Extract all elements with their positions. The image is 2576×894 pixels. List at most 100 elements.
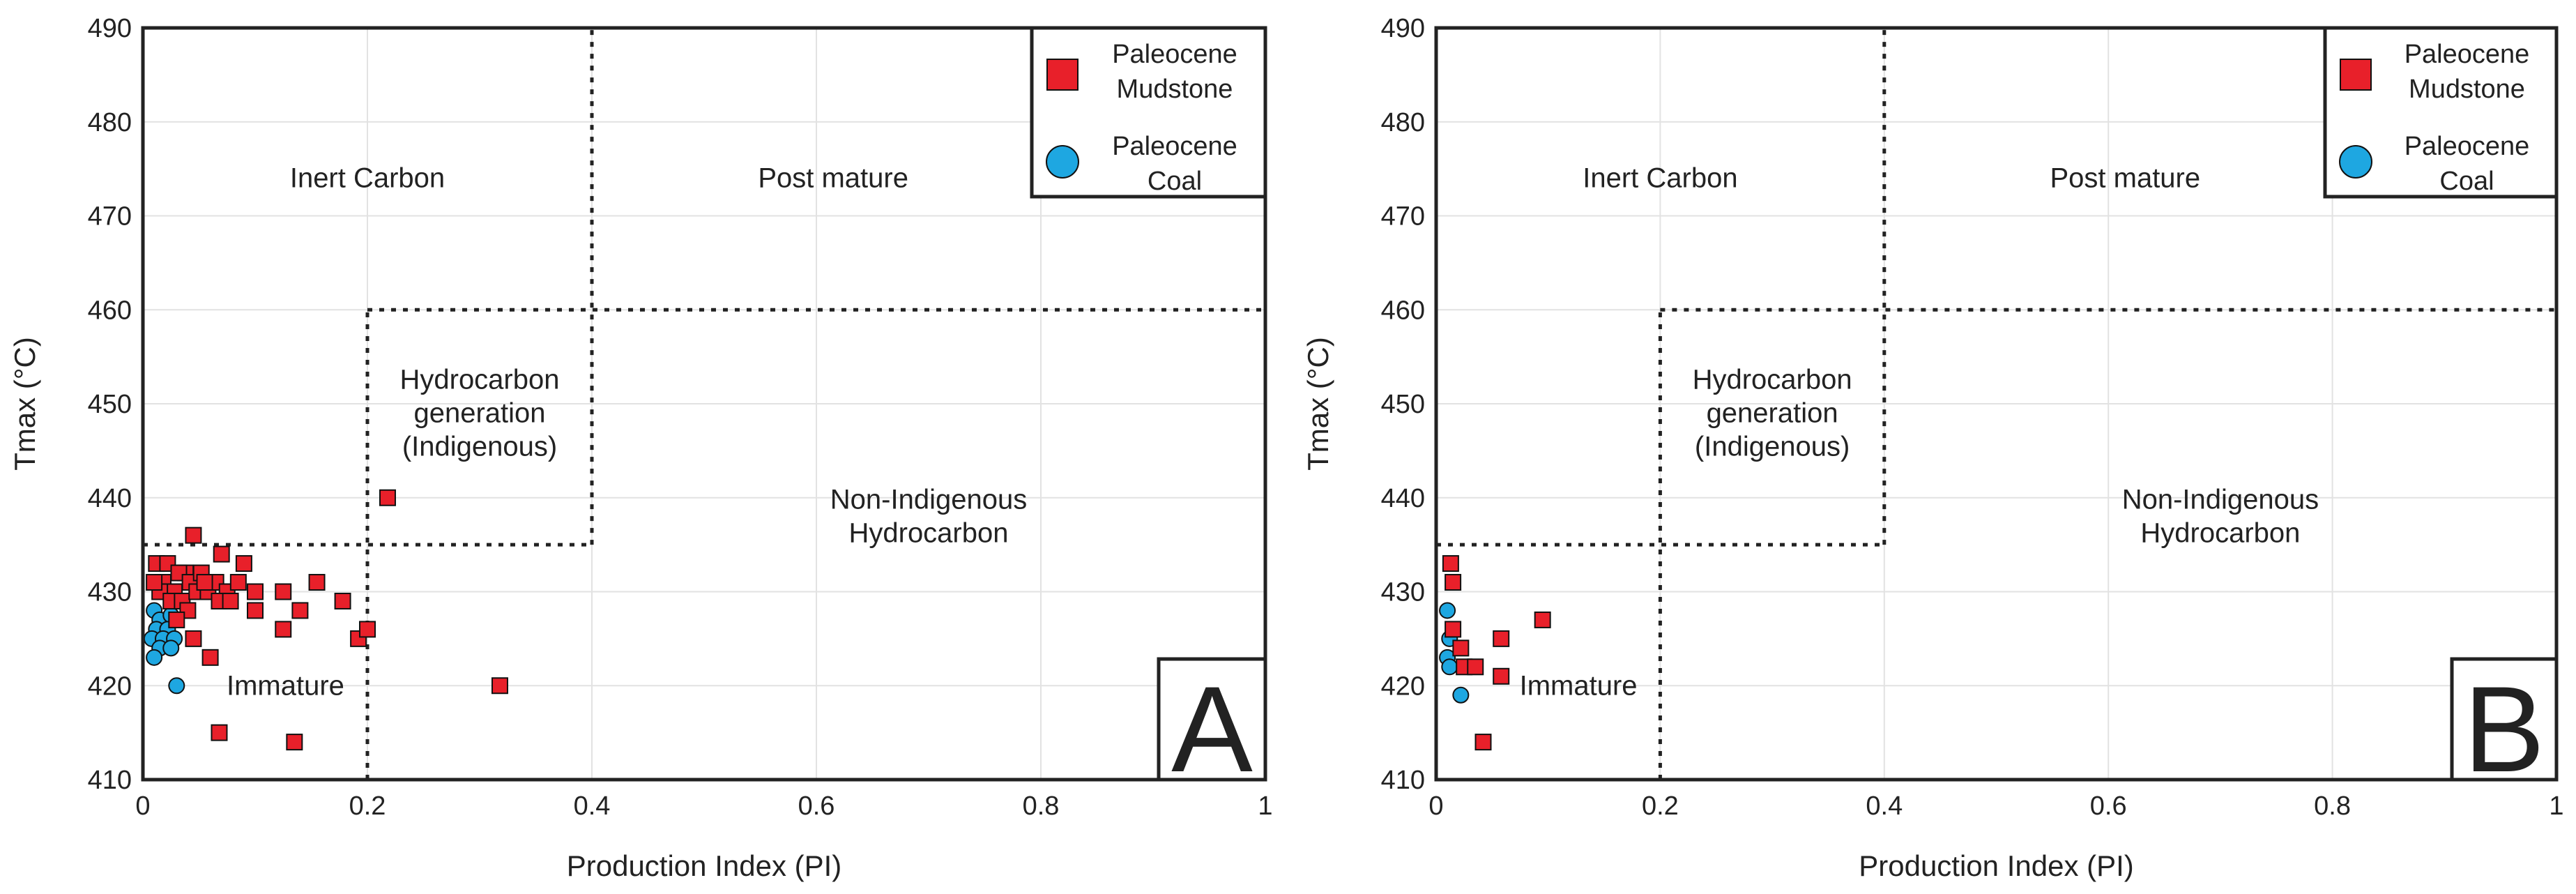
x-tick-label: 0.2 [349,791,386,821]
panel-b: Inert Carbon Post matureHydrocarbongenera… [1302,14,2564,882]
mudstone-point [308,574,326,591]
mudstone-point [359,621,376,638]
legend-coal-marker [2339,145,2372,179]
panel-letter: B [2464,662,2545,798]
mudstone-point [211,724,228,741]
region-label: (Indigenous) [402,431,557,462]
coal-point [1452,686,1470,704]
mudstone-point [1493,630,1510,647]
coal-point [1439,602,1456,619]
panel-letter-box [1157,657,1267,782]
mudstone-point [229,574,247,591]
region-label: generation [413,397,545,428]
mudstone-point [185,526,202,544]
plot-frame [1434,26,2559,782]
y-tick-label: 460 [1381,296,1425,325]
coal-point [1441,658,1458,676]
y-tick-label: 410 [1381,766,1425,795]
mudstone-point [1534,611,1551,628]
region-label: Post mature [758,163,908,194]
y-tick-label: 480 [1381,108,1425,137]
y-tick-label: 450 [1381,390,1425,419]
mudstone-point [247,602,264,619]
mudstone-point [1474,734,1492,751]
mudstone-point [1445,574,1462,591]
mudstone-point [185,630,202,647]
region-label: Immature [227,670,344,701]
x-tick-label: 0.8 [2314,791,2351,821]
legend: Paleocene Mudstone Paleocene Coal [1030,26,1267,199]
region-label: Inert Carbon [290,163,445,194]
mudstone-point [275,621,292,638]
region-label: (Indigenous) [1695,431,1850,462]
legend-coal-marker [1046,145,1079,179]
mudstone-point [168,611,185,628]
legend-mudstone-label: Paleocene [1112,40,1237,69]
mudstone-point [1467,658,1484,676]
mudstone-point [491,677,508,695]
region-label: Hydrocarbon [2140,518,2300,549]
y-tick-label: 490 [88,14,132,43]
mudstone-point [235,555,252,573]
mudstone-point [291,602,309,619]
mudstone-point [222,592,239,609]
mudstone-point [213,545,230,563]
legend-mudstone-label: Paleocene [2404,40,2530,69]
panel-letter-box [2450,657,2559,782]
mudstone-point [334,592,351,609]
legend-coal-label: Paleocene [1112,132,1237,161]
y-tick-label: 430 [88,578,132,607]
region-label: Post mature [2050,163,2200,194]
region-label: Hydrocarbon [399,364,559,395]
legend-coal-label: Paleocene [2404,132,2530,161]
region-label: generation [1707,397,1838,428]
legend-coal-label: Coal [2439,167,2494,196]
y-tick-label: 460 [88,296,132,325]
coal-point [146,649,163,666]
x-tick-label: 0.2 [1642,791,1679,821]
x-tick-label: 1 [1258,791,1272,821]
mudstone-point [247,583,264,600]
y-tick-label: 440 [1381,484,1425,513]
region-label: Immature [1520,670,1638,701]
region-label: Inert Carbon [1583,163,1737,194]
mudstone-point [201,649,219,666]
panel-a: Inert Carbon Post matureHydrocarbongenera… [8,14,1273,882]
mudstone-point [196,574,213,591]
plot-frame [141,26,1267,782]
mudstone-point [286,734,303,751]
region-label: Non-Indigenous [2122,485,2319,515]
x-tick-label: 1 [2549,791,2563,821]
region-label: Hydrocarbon [848,518,1008,549]
region-label: Non-Indigenous [830,485,1027,515]
mudstone-point [1493,667,1510,685]
x-tick-label: 0 [1428,791,1443,821]
y-axis-label: Tmax (°C) [8,337,41,471]
y-tick-label: 420 [88,672,132,701]
mudstone-point [146,574,163,591]
coal-point [162,639,180,657]
legend-coal-label: Coal [1148,167,1202,196]
mudstone-point [379,489,396,506]
x-tick-label: 0.6 [2090,791,2127,821]
y-tick-label: 470 [1381,202,1425,232]
region-label: Hydrocarbon [1693,364,1852,395]
x-tick-label: 0.8 [1023,791,1060,821]
y-tick-label: 480 [88,108,132,137]
y-tick-label: 450 [88,390,132,419]
legend-mudstone-marker [2340,59,2372,91]
panel-letter: A [1171,662,1253,798]
x-tick-label: 0 [135,791,150,821]
coal-point [168,677,185,695]
mudstone-point [1442,555,1459,573]
mudstone-point [1445,621,1462,638]
mudstone-point [275,583,292,600]
x-tick-label: 0.6 [798,791,835,821]
legend-mudstone-marker [1046,59,1079,91]
y-axis-label: Tmax (°C) [1302,337,1334,471]
legend-mudstone-label: Mudstone [2409,75,2525,104]
x-axis-label: Production Index (PI) [1859,849,2134,882]
x-tick-label: 0.4 [1866,791,1903,821]
y-tick-label: 470 [88,202,132,232]
